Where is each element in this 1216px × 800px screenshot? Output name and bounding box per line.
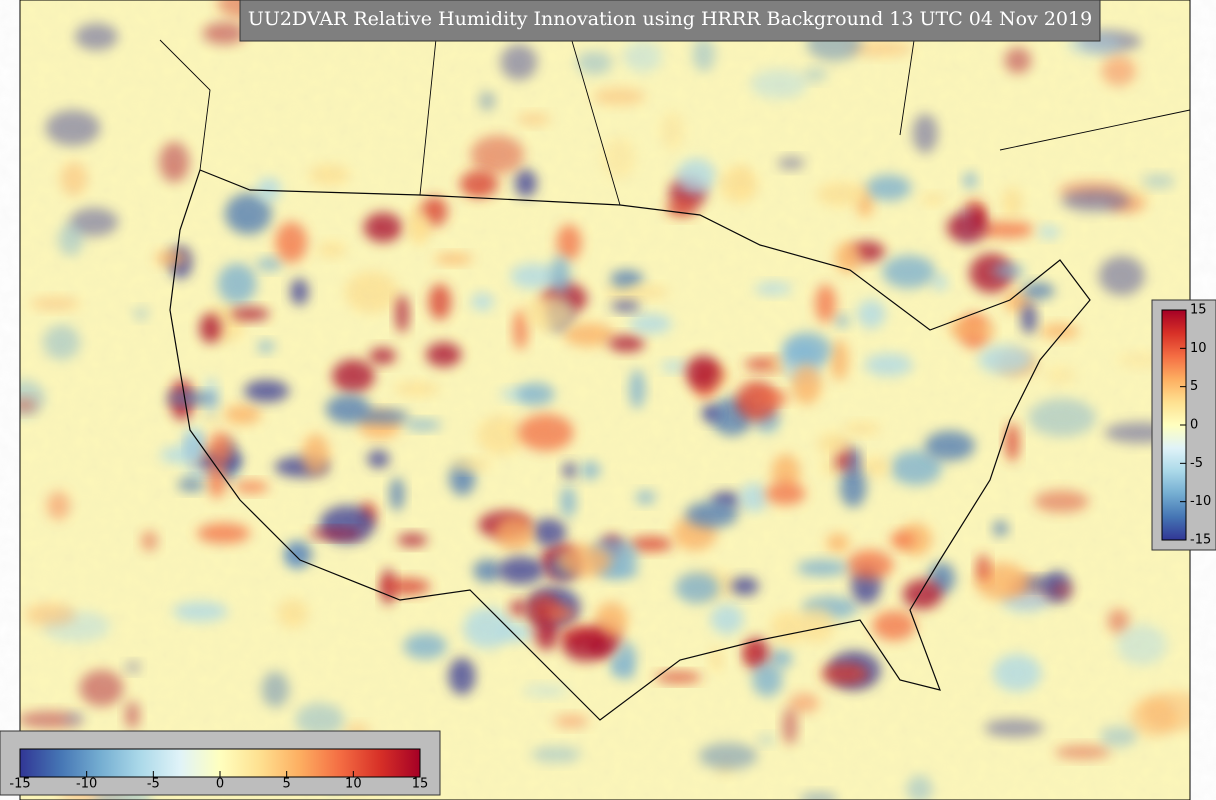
colorbar-tick-label: 0 [1190, 418, 1198, 433]
colorbar-tick-label: -5 [147, 777, 160, 792]
colorbar-tick-label: 10 [1190, 341, 1207, 356]
colorbar-tick-label: 5 [1190, 379, 1198, 394]
colorbar-tick-label: 10 [345, 777, 362, 792]
colorbar-tick-label: 0 [216, 777, 224, 792]
colorbar-tick-label: 15 [412, 777, 429, 792]
colorbar-tick-label: -5 [1190, 456, 1203, 471]
colorbar-tick-label: 15 [1190, 303, 1207, 318]
map-title: UU2DVAR Relative Humidity Innovation usi… [248, 8, 1092, 30]
colorbar-tick-label: -15 [1190, 533, 1211, 548]
colorbar-tick-label: 5 [283, 777, 291, 792]
colorbar-tick-label: -10 [1190, 494, 1211, 509]
colorbar-tick-label: -15 [9, 777, 30, 792]
colorbar-tick-label: -10 [76, 777, 97, 792]
title-box [239, 0, 1101, 42]
map-texture [20, 0, 1190, 800]
